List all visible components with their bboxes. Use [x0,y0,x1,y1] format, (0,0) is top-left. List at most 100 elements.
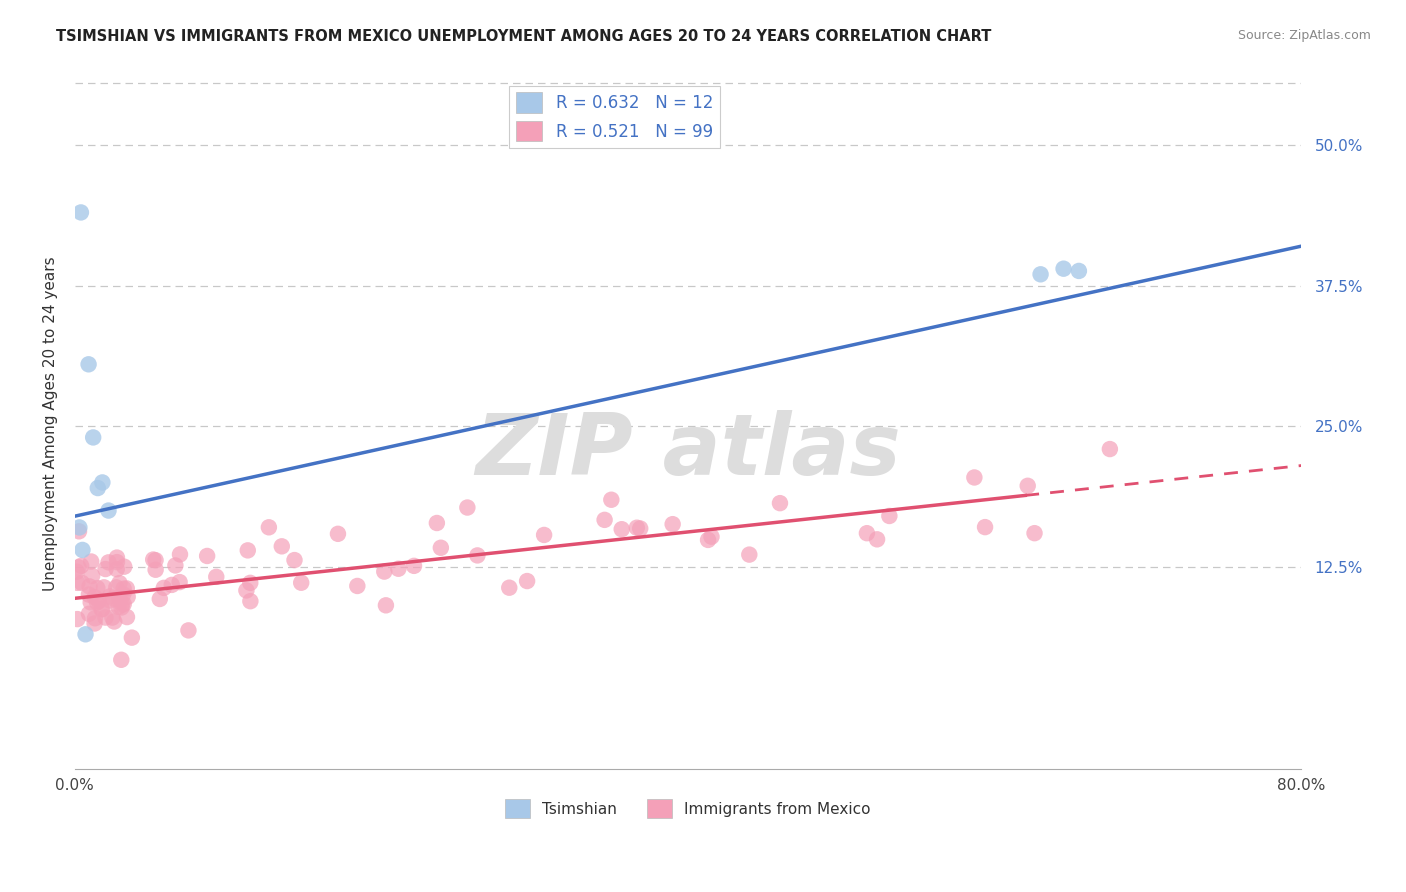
Point [103,591,125,606]
Point [1098,442,1121,456]
Text: Source: ZipAtlas.com: Source: ZipAtlas.com [1237,29,1371,43]
Point [700,530,723,544]
Point [70,576,93,591]
Legend: Tsimshian, Immigrants from Mexico: Tsimshian, Immigrants from Mexico [499,793,877,824]
Point [205,570,228,584]
Text: TSIMSHIAN VS IMMIGRANTS FROM MEXICO UNEMPLOYMENT AMONG AGES 20 TO 24 YEARS CORRE: TSIMSHIAN VS IMMIGRANTS FROM MEXICO UNEM… [56,29,991,45]
Point [112,597,135,611]
Point [600,492,623,507]
Point [66,575,89,590]
Point [387,562,409,576]
Point [402,558,425,573]
Point [103,615,125,629]
Point [145,563,167,577]
Point [165,558,187,573]
Point [1024,526,1046,541]
Point [105,555,128,569]
Point [91,602,114,616]
Point [963,470,986,484]
Point [1017,479,1039,493]
Point [326,526,349,541]
Point [87,594,110,608]
Point [67,560,90,574]
Point [66,612,89,626]
Point [105,562,128,576]
Point [626,521,648,535]
Point [160,578,183,592]
Point [290,575,312,590]
Point [856,526,879,541]
Point [72,543,94,558]
Y-axis label: Unemployment Among Ages 20 to 24 years: Unemployment Among Ages 20 to 24 years [44,256,58,591]
Point [97,503,120,517]
Point [177,624,200,638]
Point [169,548,191,562]
Point [153,581,176,595]
Point [239,575,262,590]
Point [112,582,135,596]
Text: ZIP atlas: ZIP atlas [475,409,901,492]
Point [516,574,538,588]
Point [111,598,134,612]
Point [866,533,889,547]
Point [84,611,107,625]
Point [77,607,100,621]
Point [77,588,100,602]
Point [239,594,262,608]
Point [94,610,117,624]
Point [77,357,100,371]
Point [87,481,110,495]
Point [98,593,121,607]
Point [270,539,292,553]
Point [738,548,761,562]
Point [82,430,104,444]
Point [94,562,117,576]
Point [430,541,453,555]
Point [108,591,131,605]
Point [86,595,108,609]
Point [145,553,167,567]
Point [533,528,555,542]
Point [235,583,257,598]
Point [115,610,138,624]
Point [110,600,132,615]
Point [105,580,128,594]
Point [467,549,489,563]
Point [83,591,105,605]
Point [105,550,128,565]
Point [112,559,135,574]
Point [257,520,280,534]
Point [593,513,616,527]
Point [67,520,90,534]
Point [661,517,683,532]
Point [346,579,368,593]
Point [769,496,792,510]
Point [498,581,520,595]
Point [142,552,165,566]
Point [610,522,633,536]
Point [82,569,104,583]
Point [101,610,124,624]
Point [110,653,132,667]
Point [1029,268,1052,282]
Point [83,616,105,631]
Point [1052,261,1074,276]
Point [112,587,135,601]
Point [697,533,720,547]
Point [67,524,90,539]
Point [70,558,93,573]
Point [374,599,396,613]
Point [373,565,395,579]
Point [879,508,901,523]
Point [1067,264,1090,278]
Point [80,595,103,609]
Point [86,581,108,595]
Point [108,576,131,591]
Point [70,205,93,219]
Point [195,549,218,563]
Point [117,590,139,604]
Point [75,627,97,641]
Point [974,520,997,534]
Point [80,554,103,568]
Point [91,475,114,490]
